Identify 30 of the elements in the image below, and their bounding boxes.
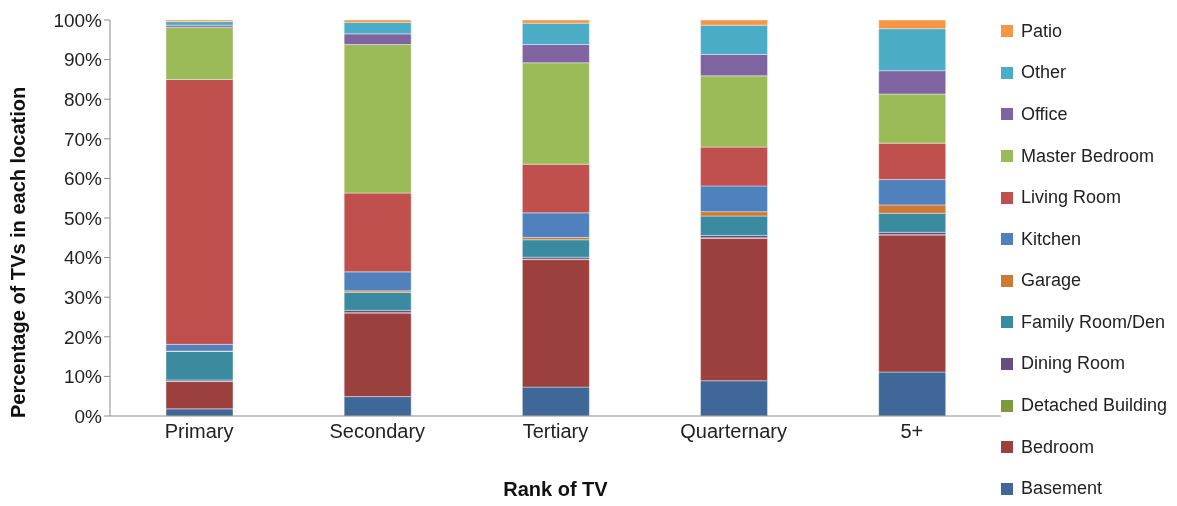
legend-label: Living Room <box>1020 187 1121 209</box>
x-tick-label: Primary <box>164 420 234 443</box>
legend-label: Bedroom <box>1020 436 1094 458</box>
y-tick-label: 80% <box>63 88 103 110</box>
legend-label: Patio <box>1020 20 1062 42</box>
legend-label: Dining Room <box>1020 353 1125 375</box>
legend-label: Detached Building <box>1020 395 1167 417</box>
y-tick-label: 20% <box>63 326 103 348</box>
x-tick-label: Quarternary <box>680 420 787 443</box>
y-tick-label: 10% <box>63 366 103 388</box>
y-tick-label: 0% <box>74 405 103 427</box>
legend-label: Master Bedroom <box>1020 145 1154 167</box>
x-tick-label: 5+ <box>900 420 924 443</box>
legend-label: Other <box>1020 62 1066 84</box>
legend-label: Basement <box>1020 478 1102 500</box>
legend-label: Office <box>1020 103 1068 125</box>
y-tick-label: 60% <box>63 168 103 190</box>
legend-label: Family Room/Den <box>1020 311 1165 333</box>
legend-label: Kitchen <box>1020 228 1081 250</box>
x-axis-title: Rank of TV <box>503 478 609 500</box>
y-tick-label: 90% <box>63 49 103 71</box>
y-tick-label: 50% <box>63 207 103 229</box>
x-tick-label: Tertiary <box>522 420 589 443</box>
legend-label: Garage <box>1020 270 1081 292</box>
y-tick-label: 40% <box>63 247 103 269</box>
y-tick-label: 30% <box>63 286 103 308</box>
y-tick-label: 100% <box>53 9 103 31</box>
x-tick-label: Secondary <box>329 420 426 443</box>
y-axis-title: Percentage of TVs in each location <box>7 86 30 418</box>
y-tick-label: 70% <box>63 128 103 150</box>
